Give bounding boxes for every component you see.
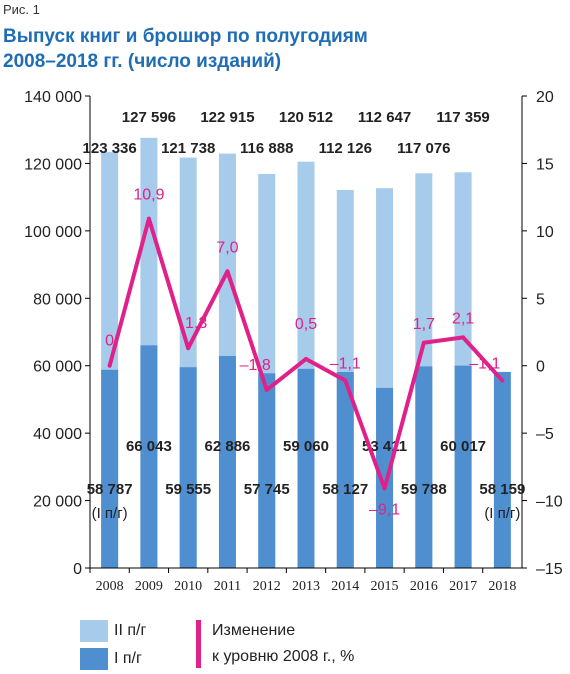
data-label-second-half: 112 647 (358, 109, 411, 126)
data-label-first-half: 59 788 (401, 481, 447, 498)
left-tick-label: 140 000 (24, 89, 82, 106)
change-point (146, 216, 151, 221)
data-label-first-half: 59 060 (283, 438, 329, 455)
change-point (107, 363, 112, 368)
bar-first-half-2017 (454, 365, 472, 568)
right-tick-label: 10 (536, 224, 554, 241)
left-tick-label: 20 000 (33, 494, 82, 511)
change-label: 1,7 (413, 316, 435, 333)
data-label-second-half: 117 359 (436, 109, 489, 126)
bar-first-half-2016 (415, 366, 433, 568)
legend-label-first-half: I п/г (114, 650, 142, 667)
chart-title-line-1: Выпуск книг и брошюр по полугодиям (3, 26, 368, 47)
left-tick-label: 100 000 (24, 224, 82, 241)
change-label: 10,9 (133, 187, 164, 204)
x-tick-label: 2016 (410, 579, 438, 594)
right-tick-label: 15 (536, 156, 554, 173)
right-tick-label: –10 (536, 494, 563, 511)
change-label: 1,3 (185, 315, 207, 332)
legend-swatch-second-half (80, 620, 108, 642)
legend-line-change (196, 620, 201, 668)
left-tick-label: 0 (73, 561, 82, 578)
bar-first-half-2018 (493, 371, 511, 568)
bar-first-half-2008 (101, 369, 119, 568)
data-label-first-half: 58 159 (479, 481, 525, 498)
change-point (343, 378, 348, 383)
figure-label: Рис. 1 (3, 2, 40, 17)
change-label: 7,0 (216, 239, 238, 256)
data-label-first-half: 62 886 (205, 438, 251, 455)
right-tick-label: –15 (536, 561, 563, 578)
right-tick-label: 5 (536, 291, 545, 308)
bar-first-half-2011 (218, 355, 236, 568)
legend-label-second-half: II п/г (114, 622, 147, 639)
legend-swatch-first-half (80, 648, 108, 670)
change-point (264, 387, 269, 392)
x-tick-label: 2012 (253, 579, 281, 594)
change-label: 0,5 (295, 316, 317, 333)
data-label-second-half: 112 126 (319, 140, 372, 157)
left-tick-label: 80 000 (33, 291, 82, 308)
bar-first-half-2014 (336, 372, 354, 568)
x-tick-label: 2009 (135, 579, 163, 594)
bar-first-half-2013 (297, 368, 315, 568)
bar-first-half-2010 (179, 367, 197, 568)
data-label-first-half: 60 017 (440, 438, 486, 455)
change-point (304, 356, 308, 361)
left-tick-label: 120 000 (24, 156, 82, 173)
x-tick-label: 2017 (449, 579, 477, 594)
legend-label-change-line-2: к уровню 2008 г., % (212, 648, 355, 665)
data-label-first-half: 59 555 (165, 481, 211, 498)
legend-label-change-line-1: Изменение (212, 622, 296, 639)
data-label-first-half: 58 787 (87, 481, 133, 498)
first-half-note: (I п/г) (484, 505, 520, 522)
x-tick-label: 2010 (174, 579, 202, 594)
data-label-second-half: 116 888 (240, 140, 293, 157)
x-tick-label: 2015 (371, 579, 399, 594)
x-tick-label: 2008 (96, 579, 124, 594)
data-label-second-half: 123 336 (83, 140, 137, 157)
left-tick-label: 60 000 (33, 359, 82, 376)
data-label-first-half: 66 043 (126, 438, 172, 455)
data-label-second-half: 122 915 (200, 109, 254, 126)
chart-title: Выпуск книг и брошюр по полугодиям 2008–… (3, 24, 368, 74)
first-half-note: (I п/г) (92, 505, 128, 522)
right-tick-label: 0 (536, 359, 545, 376)
right-tick-label: 20 (536, 89, 554, 106)
data-label-first-half: 57 745 (244, 481, 290, 498)
x-tick-label: 2014 (331, 579, 359, 594)
change-point (500, 378, 505, 383)
data-label-second-half: 117 076 (397, 140, 450, 157)
bar-first-half-2012 (258, 373, 276, 568)
x-tick-label: 2013 (292, 579, 320, 594)
data-label-first-half: 58 127 (322, 481, 368, 498)
change-label: –1,8 (240, 357, 271, 374)
data-label-second-half: 120 512 (279, 109, 333, 126)
change-label: –1,1 (469, 356, 500, 373)
right-tick-label: –5 (536, 426, 554, 443)
bar-first-half-2015 (376, 387, 394, 568)
change-label: –1,1 (330, 356, 361, 373)
change-label: 2,1 (452, 310, 474, 327)
data-label-second-half: 127 596 (122, 109, 176, 126)
left-tick-label: 40 000 (33, 426, 82, 443)
change-point (382, 486, 387, 491)
bar-first-half-2009 (140, 345, 158, 568)
change-point (186, 346, 191, 351)
change-point (461, 335, 466, 340)
x-tick-label: 2011 (214, 579, 241, 594)
x-tick-label: 2018 (488, 579, 516, 594)
data-label-second-half: 121 738 (161, 140, 215, 157)
chart-title-line-2: 2008–2018 гг. (число изданий) (3, 51, 282, 72)
change-label: –9,1 (369, 501, 400, 518)
change-point (421, 340, 426, 345)
change-label: 0 (105, 333, 114, 350)
change-point (225, 269, 230, 274)
